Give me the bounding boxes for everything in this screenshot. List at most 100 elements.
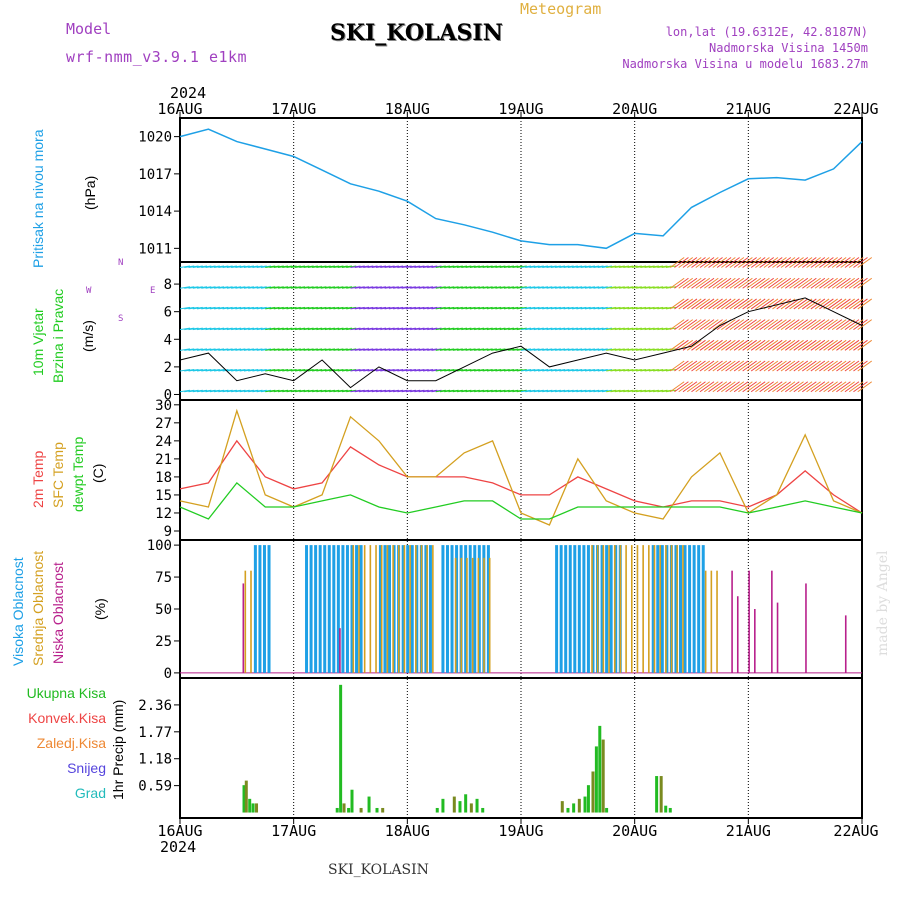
cloud-label-mid: Srednja Oblacnost xyxy=(30,550,46,666)
wind-barb xyxy=(797,319,813,331)
wind-barb xyxy=(661,265,672,269)
wind-barb xyxy=(831,277,847,289)
wind-barb xyxy=(716,277,732,289)
wind-barb xyxy=(474,369,485,372)
wind-barb xyxy=(623,389,634,393)
page-title: SKI_KOLASIN xyxy=(330,20,503,46)
wind-barb xyxy=(384,327,395,331)
wind-barb xyxy=(307,389,318,393)
wind-barb xyxy=(341,389,353,393)
wind-barb xyxy=(256,369,267,372)
wind-barb xyxy=(435,348,446,351)
wind-barb xyxy=(209,369,220,372)
wind-barb xyxy=(767,381,783,393)
wind-barb xyxy=(742,298,757,310)
wind-barb xyxy=(265,389,276,393)
wind-barb xyxy=(780,339,796,351)
wind-barb xyxy=(636,265,647,269)
wind-barb xyxy=(593,389,604,393)
wind-barb xyxy=(465,369,476,372)
wind-barb xyxy=(567,286,578,289)
wind-barb xyxy=(716,298,732,310)
cloud-bar-low xyxy=(776,602,779,673)
wind-barb xyxy=(388,348,399,351)
wind-barb xyxy=(286,286,297,289)
wind-barb xyxy=(414,389,425,393)
cloud-bar-high xyxy=(656,545,660,673)
wind-barb xyxy=(563,369,574,372)
wind-barb xyxy=(725,339,740,351)
wind-barb xyxy=(750,277,766,289)
wind-barb xyxy=(555,369,566,372)
wind-barb xyxy=(776,277,792,289)
wind-barb xyxy=(282,348,293,351)
wind-barb xyxy=(427,286,438,289)
wind-barb xyxy=(363,369,374,372)
wind-barb xyxy=(810,277,826,289)
wind-barb xyxy=(371,389,382,393)
wind-barb xyxy=(827,257,843,268)
wind-barb xyxy=(282,327,293,331)
wind-speed-line xyxy=(179,297,863,389)
wind-barb xyxy=(320,348,331,351)
cloud-bar-high xyxy=(577,545,581,673)
wind-barb xyxy=(533,286,544,289)
wind-barb xyxy=(482,327,493,331)
wind-barb xyxy=(508,286,519,289)
precip-bar xyxy=(464,794,468,813)
wind-barb xyxy=(767,277,783,289)
pressure-ytick-label: 1014 xyxy=(138,204,172,220)
wind-barb xyxy=(307,306,318,310)
wind-barb xyxy=(422,306,434,310)
wind-barb xyxy=(307,348,318,351)
cloud-bar-mid xyxy=(596,545,599,673)
wind-barb xyxy=(669,360,685,372)
wind-barb xyxy=(784,319,800,331)
wind-barb xyxy=(418,286,429,289)
wind-barb xyxy=(589,327,600,331)
wind-barb xyxy=(780,257,796,268)
cloud-unit-label: (%) xyxy=(92,598,108,620)
wind-barb xyxy=(836,257,851,268)
wind-barb xyxy=(533,348,544,351)
wind-barb xyxy=(614,265,625,269)
wind-barb xyxy=(593,327,604,331)
day-label-bottom: 17AUG xyxy=(271,822,317,840)
wind-barb xyxy=(763,277,779,289)
wind-barb xyxy=(823,381,838,393)
wind-barb xyxy=(576,286,587,289)
wind-barb xyxy=(580,286,591,289)
wind-barb xyxy=(802,298,817,310)
wind-barb xyxy=(733,257,749,268)
wind-barb xyxy=(563,286,574,289)
cloud-bar-mid xyxy=(392,545,394,673)
wind-barb xyxy=(691,298,706,310)
wind-barb xyxy=(209,286,220,289)
wind-barb xyxy=(341,286,353,289)
wind-barb xyxy=(537,306,549,310)
wind-barb xyxy=(444,369,455,372)
wind-barb xyxy=(461,327,472,331)
wind-barb xyxy=(414,306,425,310)
wind-barb xyxy=(848,381,864,393)
cloud-bar-mid xyxy=(380,545,383,673)
wind-barb xyxy=(184,286,195,289)
wind-barb xyxy=(435,265,446,269)
wind-barb xyxy=(597,348,608,351)
wind-barb xyxy=(814,257,830,268)
wind-barb xyxy=(819,319,834,331)
wind-barb xyxy=(196,348,208,351)
wind-barb xyxy=(682,360,698,372)
wind-barb xyxy=(260,265,272,269)
cloud-bar-mid xyxy=(488,557,491,673)
precip-legend-item: Zaledj.Kisa xyxy=(36,735,106,751)
wind-barb xyxy=(337,265,348,269)
wind-barb xyxy=(733,298,749,310)
wind-barb xyxy=(346,306,357,310)
wind-barb xyxy=(593,306,604,310)
wind-barb xyxy=(712,277,728,289)
wind-barb xyxy=(844,339,860,351)
wind-barb xyxy=(512,348,523,351)
wind-barb xyxy=(508,265,519,269)
wind-barb xyxy=(674,257,689,268)
